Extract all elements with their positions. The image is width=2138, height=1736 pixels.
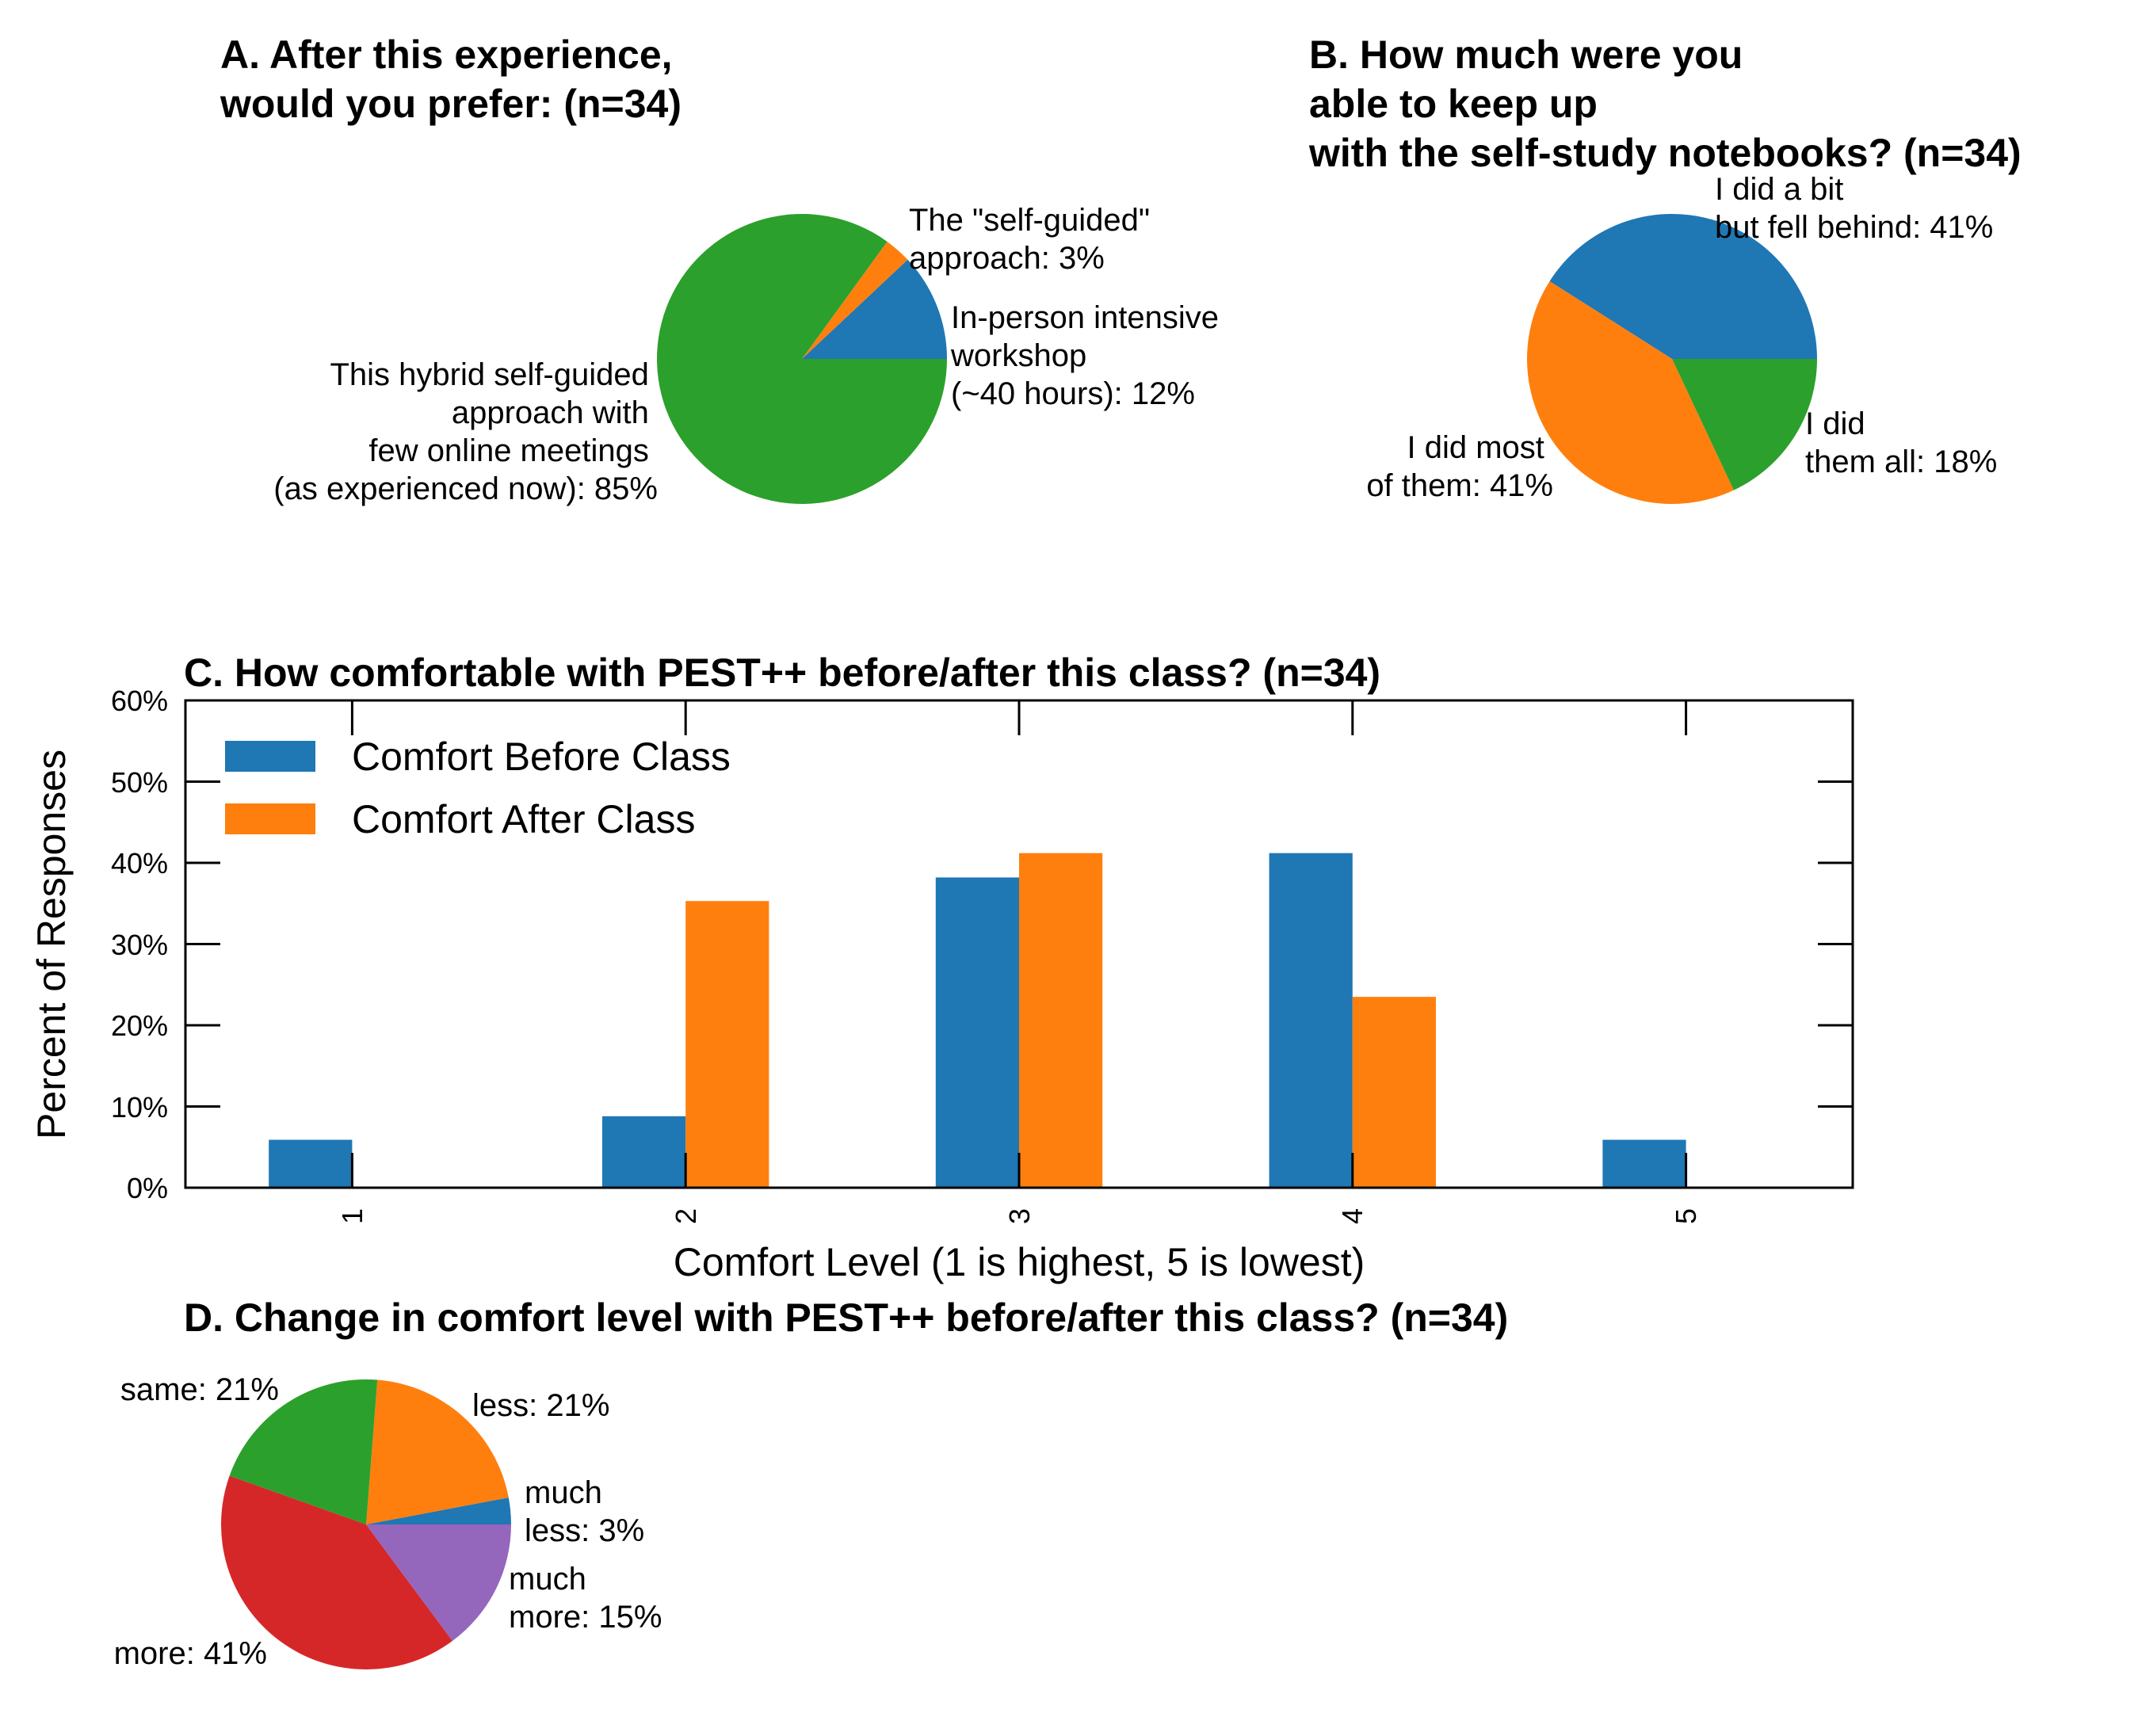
pie-d-slice-4	[366, 1524, 511, 1642]
y-tick-label: 0%	[127, 1172, 168, 1204]
bar-c-bars	[269, 853, 1686, 1188]
x-tick-label: 1	[336, 1208, 368, 1224]
bar-after-4	[1352, 997, 1436, 1188]
pie-b-label-most: I did most of them: 41%	[1366, 430, 1553, 503]
y-tick-label: 40%	[111, 847, 168, 879]
panel-d: D. Change in comfort level with PEST++ b…	[114, 1295, 1509, 1671]
bar-c-ticks	[185, 699, 1853, 1189]
panel-b-title-line: with the self-study notebooks? (n=34)	[1308, 131, 2022, 175]
bar-c-xlabel: Comfort Level (1 is highest, 5 is lowest…	[674, 1240, 1365, 1284]
pie-a-slice-0	[802, 259, 947, 359]
panel-a-title-line: A. After this experience,	[220, 32, 673, 77]
pie-d-labels: much less: 3% less: 21% same: 21% more: …	[114, 1372, 662, 1671]
legend-label-before: Comfort Before Class	[352, 734, 731, 779]
y-tick-label: 50%	[111, 766, 168, 799]
bar-after-3	[1019, 853, 1103, 1188]
panel-d-title: D. Change in comfort level with PEST++ b…	[184, 1295, 1508, 1340]
pie-d-slice-1	[366, 1379, 509, 1524]
pie-a-slice-2	[656, 214, 947, 505]
pie-b-label-fell-behind: I did a bit but fell behind: 41%	[1715, 172, 1993, 245]
panel-a-title: A. After this experience, would you pref…	[220, 32, 683, 126]
panel-c: C. How comfortable with PEST++ before/af…	[29, 651, 1854, 1284]
y-tick-label: 10%	[111, 1091, 168, 1124]
pie-a-slice-1	[802, 241, 908, 359]
legend-swatch-after	[225, 803, 315, 834]
bar-c-x-tick-labels: 1 2 3 4 5	[336, 1208, 1702, 1224]
bar-c-legend: Comfort Before Class Comfort After Class	[225, 734, 731, 841]
bar-before-4	[1269, 853, 1353, 1188]
pie-b-labels: I did a bit but fell behind: 41% I did m…	[1366, 172, 1997, 503]
x-tick-label: 2	[670, 1208, 702, 1224]
pie-a-labels: In-person intensive workshop (~40 hours)…	[273, 203, 1227, 506]
pie-a	[656, 214, 947, 505]
panel-b-title-line: B. How much were you	[1309, 32, 1743, 77]
pie-d-label-less: less: 21%	[472, 1388, 609, 1423]
pie-d-slice-0	[366, 1498, 511, 1524]
pie-a-label-workshop: In-person intensive workshop (~40 hours)…	[950, 300, 1227, 411]
bar-before-2	[602, 1116, 686, 1188]
pie-d	[221, 1379, 511, 1669]
panel-b-title-line: able to keep up	[1309, 82, 1598, 126]
pie-b-slice-1	[1527, 280, 1734, 504]
legend-label-after: Comfort After Class	[352, 797, 695, 841]
bar-after-2	[685, 901, 769, 1188]
pie-d-label-much-more: much more: 15%	[509, 1562, 662, 1635]
bar-c-ylabel: Percent of Responses	[29, 750, 74, 1139]
x-tick-label: 3	[1003, 1208, 1036, 1224]
pie-d-slice-3	[221, 1475, 452, 1669]
panel-a-title-line: would you prefer: (n=34)	[220, 82, 681, 126]
pie-d-label-much-less: much less: 3%	[525, 1475, 644, 1548]
bar-before-3	[935, 877, 1019, 1188]
panel-b-title: B. How much were you able to keep up wit…	[1308, 32, 2022, 175]
panel-c-title: C. How comfortable with PEST++ before/af…	[184, 651, 1380, 695]
x-tick-label: 4	[1336, 1208, 1369, 1224]
pie-b-slice-0	[1549, 213, 1817, 359]
pie-b-label-all: I did them all: 18%	[1805, 406, 1997, 479]
bar-c-y-tick-labels: 0% 10% 20% 30% 40% 50% 60%	[111, 685, 168, 1204]
panel-b: B. How much were you able to keep up wit…	[1308, 32, 2022, 504]
pie-b	[1527, 213, 1817, 504]
y-tick-label: 30%	[111, 929, 168, 961]
bar-before-5	[1602, 1139, 1686, 1188]
bar-before-1	[269, 1139, 353, 1188]
pie-d-label-more: more: 41%	[114, 1636, 267, 1671]
pie-d-label-same: same: 21%	[120, 1372, 279, 1407]
pie-d-slice-2	[229, 1379, 378, 1524]
legend-swatch-before	[225, 741, 315, 772]
x-tick-label: 5	[1670, 1208, 1702, 1224]
pie-a-label-hybrid: This hybrid self-guided approach with fe…	[273, 357, 658, 506]
panel-a: A. After this experience, would you pref…	[220, 32, 1227, 506]
y-tick-label: 60%	[111, 685, 168, 717]
pie-b-slice-2	[1672, 359, 1817, 490]
pie-a-label-self-guided: The "self-guided" approach: 3%	[909, 203, 1159, 276]
y-tick-label: 20%	[111, 1009, 168, 1042]
